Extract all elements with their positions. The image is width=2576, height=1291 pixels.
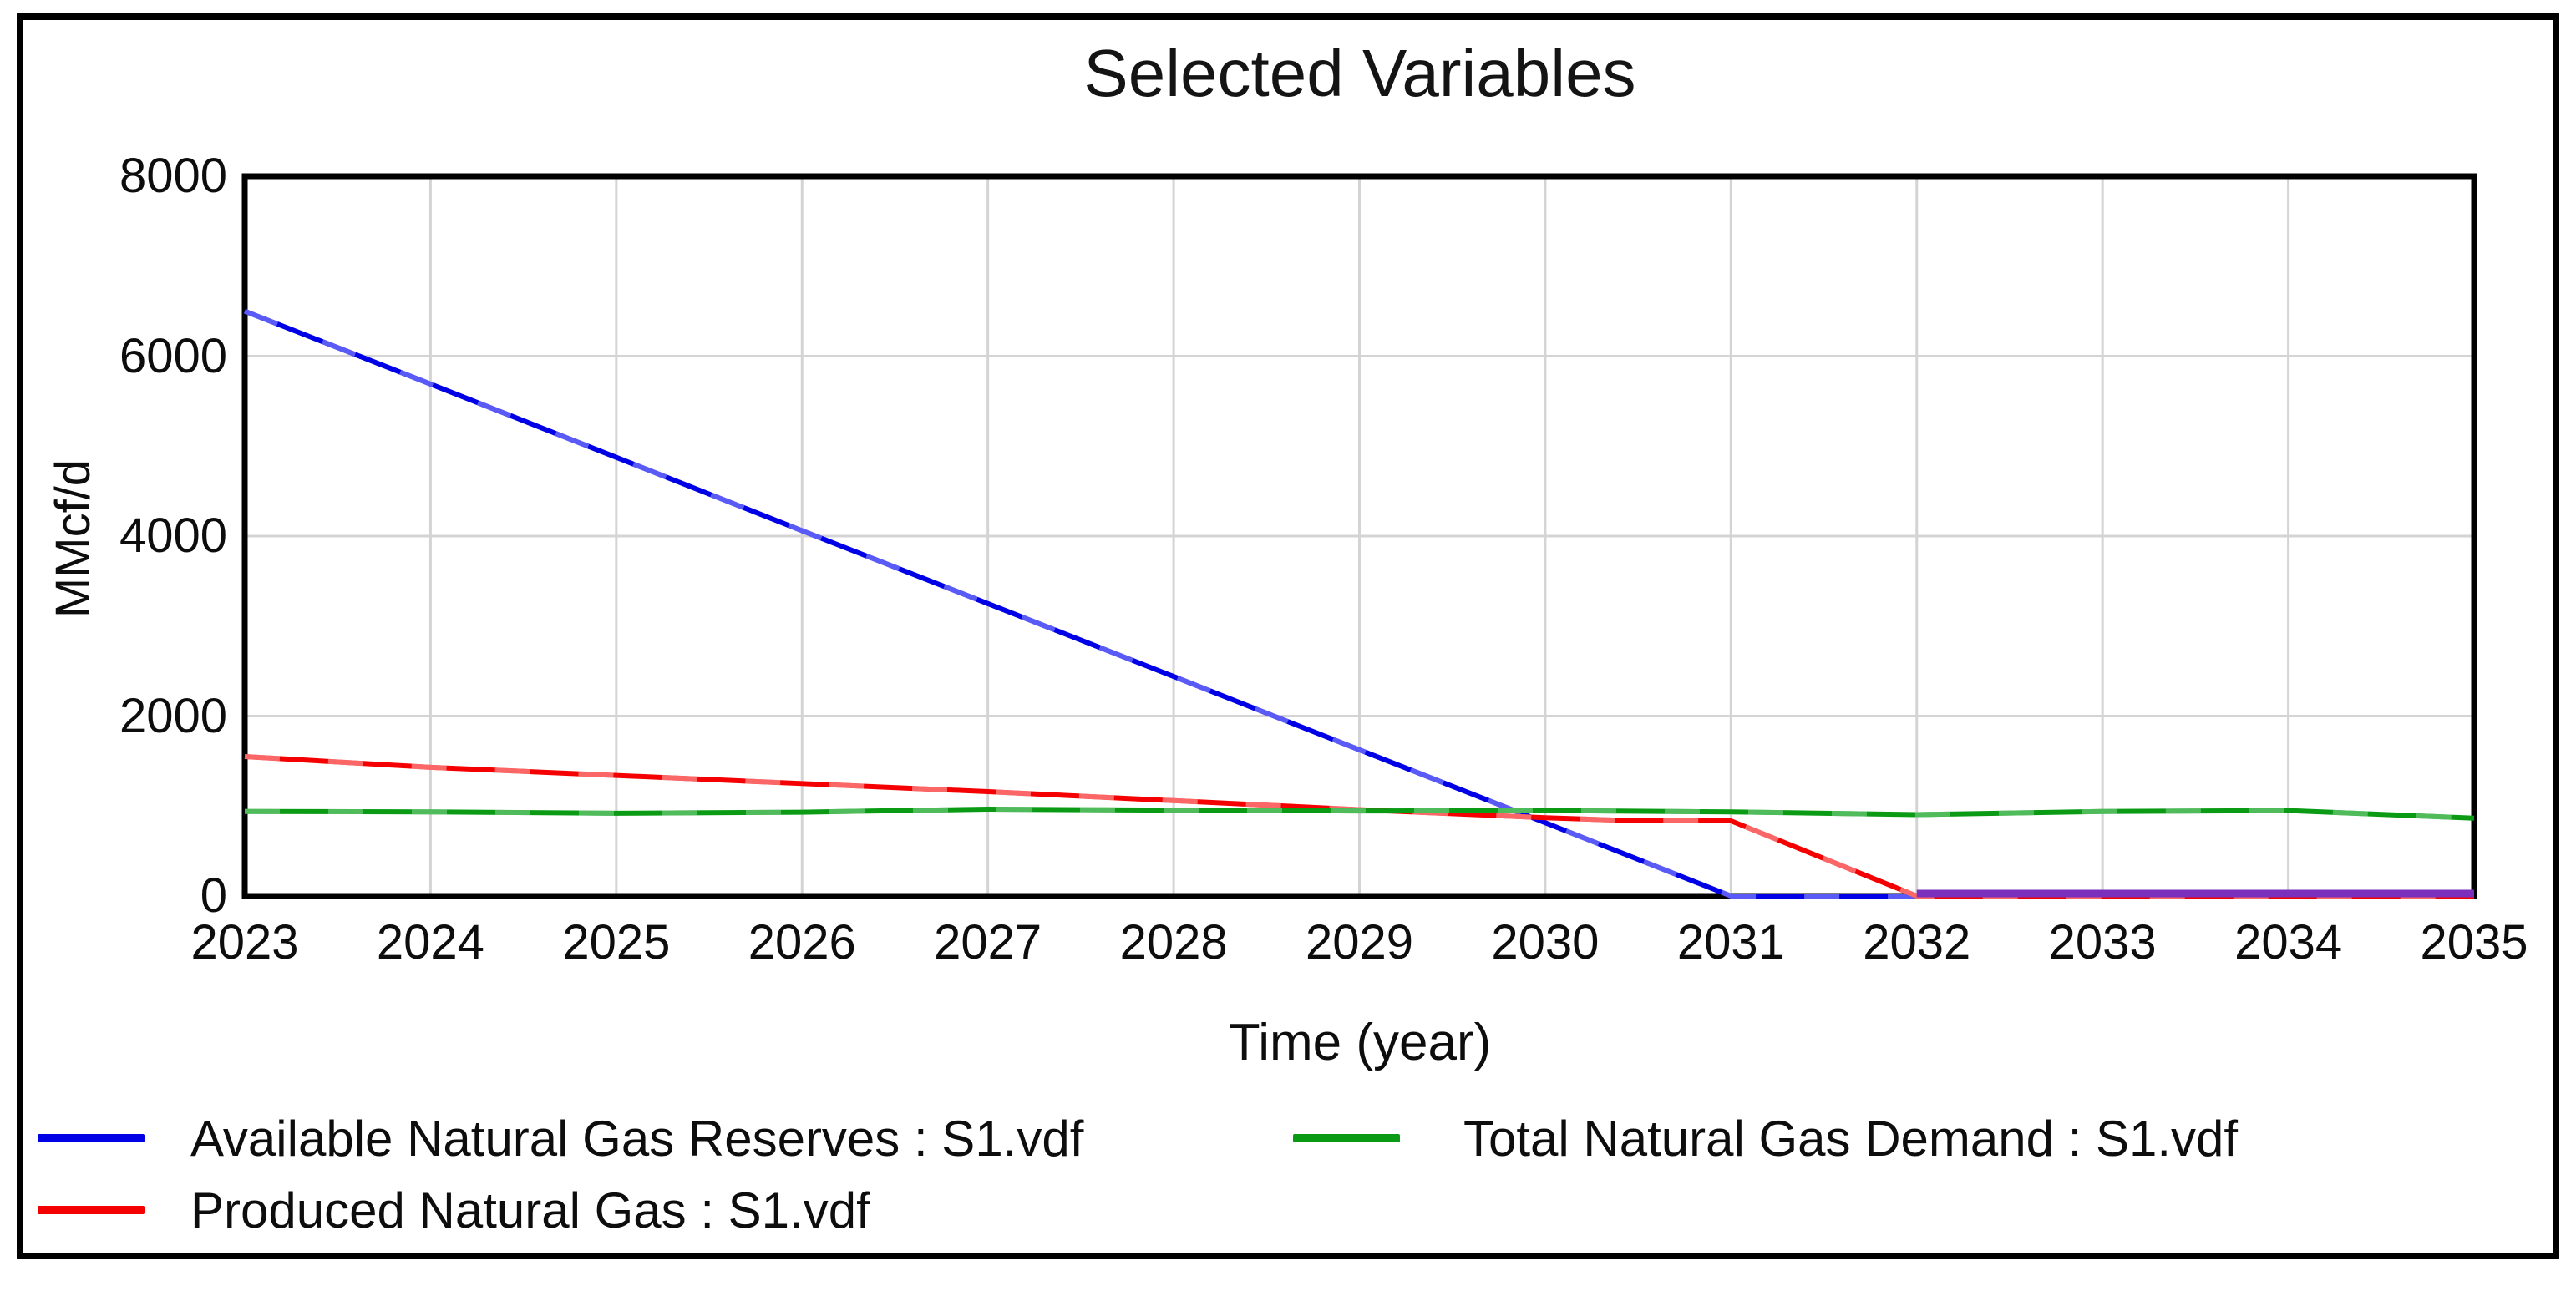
legend-label: Available Natural Gas Reserves : S1.vdf xyxy=(190,1111,1084,1167)
y-tick-label: 8000 xyxy=(119,149,227,203)
x-tick-label: 2023 xyxy=(190,915,299,970)
series-line-halo-2 xyxy=(244,807,2475,821)
x-tick-label: 2035 xyxy=(2420,915,2528,970)
x-tick-label: 2033 xyxy=(2048,915,2157,970)
y-tick-label: 6000 xyxy=(119,328,227,383)
plot-frame xyxy=(241,173,2477,899)
x-tick-label: 2031 xyxy=(1676,915,1785,970)
legend-swatch xyxy=(1293,1134,1400,1142)
x-tick-label: 2029 xyxy=(1305,915,1414,970)
x-tick-label: 2027 xyxy=(934,915,1042,970)
y-axis-label: MMcf/d xyxy=(46,458,100,619)
chart-title: Selected Variables xyxy=(1083,36,1636,110)
x-tick-label: 2028 xyxy=(1119,915,1228,970)
x-tick-label: 2026 xyxy=(748,915,856,970)
series-line-halo-0 xyxy=(243,308,2474,899)
x-tick-label: 2024 xyxy=(376,915,484,970)
x-tick-label: 2034 xyxy=(2234,915,2343,970)
y-tick-label: 2000 xyxy=(119,688,227,743)
x-tick-label: 2032 xyxy=(1863,915,1971,970)
legend-swatch xyxy=(38,1206,145,1214)
x-axis-label: Time (year) xyxy=(1228,1014,1492,1071)
y-tick-label: 0 xyxy=(200,868,227,923)
legend-label: Total Natural Gas Demand : S1.vdf xyxy=(1463,1111,2239,1167)
legend-swatch xyxy=(38,1134,145,1142)
x-tick-label: 2030 xyxy=(1491,915,1600,970)
legend-label: Produced Natural Gas : S1.vdf xyxy=(190,1182,870,1238)
x-tick-label: 2025 xyxy=(562,915,671,970)
y-tick-label: 4000 xyxy=(119,509,227,563)
